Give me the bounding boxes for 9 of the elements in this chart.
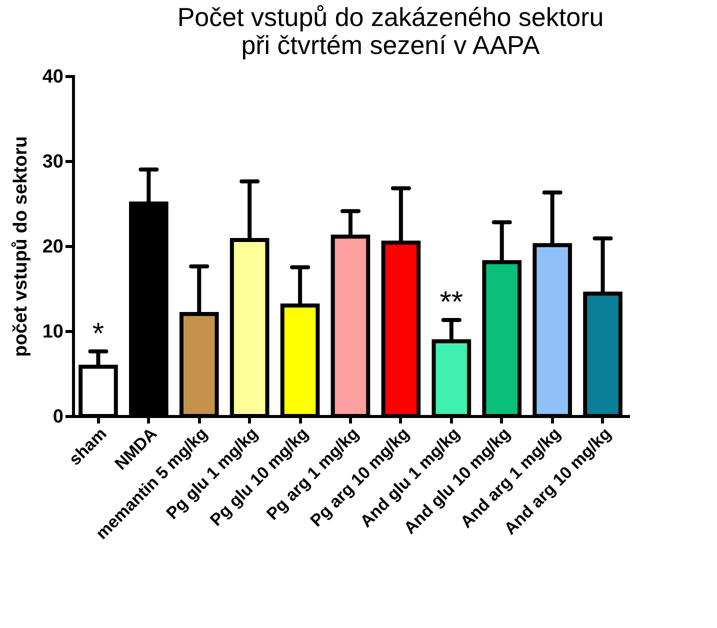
- y-tick-label: 10: [42, 322, 64, 342]
- y-tick-label: 0: [52, 406, 64, 428]
- y-tick-label: 20: [42, 236, 64, 258]
- y-tick-label: 30: [42, 152, 64, 172]
- chart-title: Počet vstupů do zakázeného sektoru při čtvrtém sezení v AAPA: [177, 2, 604, 60]
- annotation: **: [440, 286, 464, 319]
- y-tick-label: 40: [42, 66, 64, 88]
- annotation: *: [92, 317, 104, 350]
- y-axis-title: počet vstupů do sektoru: [10, 136, 32, 357]
